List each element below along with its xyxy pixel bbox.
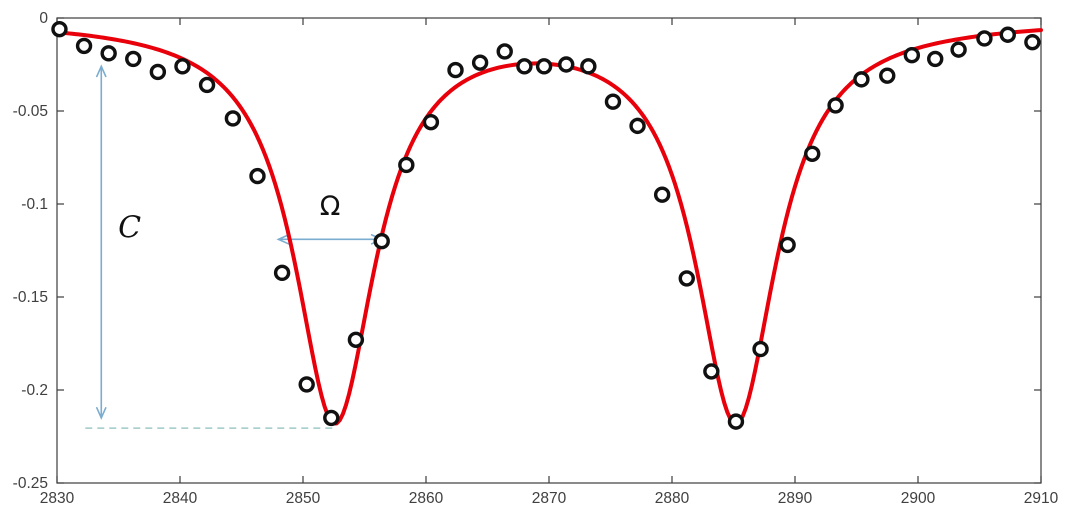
y-tick-label: 0 xyxy=(39,10,48,27)
data-point xyxy=(198,76,216,94)
x-tick-label: 2860 xyxy=(409,490,444,507)
data-point xyxy=(804,145,821,162)
data-point xyxy=(496,43,513,60)
data-point xyxy=(347,331,365,348)
data-point xyxy=(535,58,553,75)
y-tick-label: -0.25 xyxy=(13,475,48,492)
data-point xyxy=(516,58,533,75)
data-point xyxy=(471,54,489,71)
data-point xyxy=(373,232,390,250)
data-point xyxy=(703,363,720,380)
data-point xyxy=(827,97,844,114)
x-tick-label: 2840 xyxy=(163,490,198,507)
data-point xyxy=(853,71,870,88)
data-point xyxy=(999,26,1016,43)
data-point xyxy=(422,113,440,131)
y-tick-label: -0.05 xyxy=(13,103,48,120)
data-point xyxy=(727,413,745,430)
y-tick-label: -0.15 xyxy=(13,289,48,306)
data-point xyxy=(1024,33,1041,51)
x-tick-label: 2890 xyxy=(778,490,813,507)
data-point xyxy=(879,67,896,84)
contrast-label: C xyxy=(118,210,141,245)
data-point xyxy=(903,47,921,64)
data-point xyxy=(51,20,68,38)
data-point xyxy=(273,264,291,282)
data-point xyxy=(249,167,266,185)
x-tick-label: 2880 xyxy=(655,490,690,507)
data-point xyxy=(950,41,967,58)
data-point xyxy=(604,93,622,110)
y-tick-label: -0.2 xyxy=(21,382,48,399)
data-point xyxy=(976,30,993,47)
data-point xyxy=(125,50,142,68)
contrast-arrowhead-bottom xyxy=(95,407,107,420)
linewidth-arrowhead-left xyxy=(276,234,290,245)
data-point xyxy=(779,236,796,254)
y-tick-label: -0.1 xyxy=(21,196,48,213)
x-tick-label: 2910 xyxy=(1024,490,1059,507)
x-tick-label: 2850 xyxy=(286,490,321,507)
data-point xyxy=(100,45,117,62)
contrast-arrowhead-top xyxy=(95,64,107,78)
data-point xyxy=(752,340,769,358)
data-point xyxy=(558,56,575,73)
data-point xyxy=(927,50,944,68)
data-point xyxy=(174,58,191,75)
x-tick-label: 2830 xyxy=(40,490,75,507)
data-point xyxy=(580,58,597,75)
data-point xyxy=(629,117,646,135)
data-point xyxy=(149,63,167,81)
data-point xyxy=(298,376,315,393)
data-point xyxy=(447,61,464,79)
linewidth-label: Ω xyxy=(320,191,341,222)
data-point xyxy=(678,270,695,287)
x-tick-label: 2870 xyxy=(532,490,567,507)
x-tick-label: 2900 xyxy=(901,490,936,507)
data-point xyxy=(398,156,415,174)
data-point xyxy=(653,186,671,203)
data-point xyxy=(224,110,242,127)
data-point xyxy=(75,37,93,55)
data-point xyxy=(323,409,340,427)
